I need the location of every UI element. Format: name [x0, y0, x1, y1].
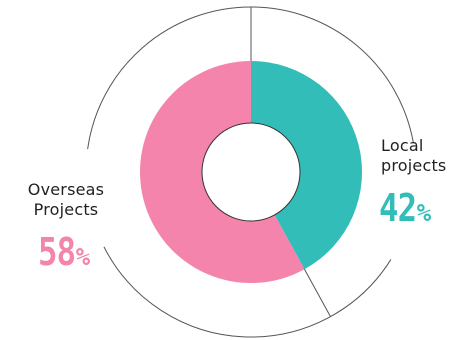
local-projects-unit: %	[416, 199, 432, 227]
outer-ring-arc-2	[103, 246, 392, 338]
local-projects-percentage: 42%	[379, 186, 431, 230]
local-projects-label-line2: projects	[381, 156, 447, 175]
slice-divider-line-2	[303, 267, 331, 317]
outer-ring-arc-1	[250, 6, 414, 144]
overseas-projects-percentage: 58%	[38, 230, 90, 274]
outer-ring	[87, 6, 414, 338]
overseas-projects-label-line2: Projects	[33, 200, 99, 219]
overseas-projects-label: Overseas Projects	[14, 180, 118, 220]
outer-ring-arc-3	[87, 6, 252, 150]
local-projects-label-line1: Local	[381, 136, 424, 155]
donut-hole	[201, 122, 301, 222]
donut-slices	[139, 60, 362, 283]
donut-slice-overseas	[139, 60, 305, 283]
overseas-projects-label-line1: Overseas	[27, 180, 105, 199]
local-projects-label: Local projects	[381, 136, 446, 176]
overseas-projects-unit: %	[75, 243, 91, 271]
donut-slice-local	[251, 61, 362, 270]
local-projects-value: 42	[379, 186, 417, 230]
overseas-projects-value: 58	[38, 230, 76, 274]
